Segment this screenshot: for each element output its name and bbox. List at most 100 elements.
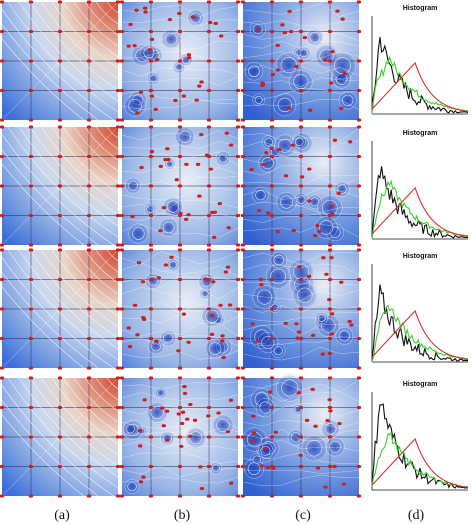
critical-point (177, 243, 183, 247)
minimum-region (333, 180, 351, 198)
contour-line (244, 458, 265, 479)
contour-line (255, 397, 276, 418)
contour-line (242, 323, 360, 336)
critical-point (184, 162, 189, 166)
contour-line (121, 381, 239, 390)
critical-point (115, 184, 121, 188)
critical-point (269, 88, 275, 93)
contour-line (242, 3, 360, 17)
contour-line (276, 191, 297, 213)
critical-point (119, 213, 125, 218)
critical-point (28, 213, 34, 218)
contour-line (121, 334, 239, 347)
critical-point (0, 184, 5, 188)
critical-point (240, 405, 246, 410)
critical-point (177, 366, 183, 370)
histogram-curve-red (371, 62, 469, 113)
critical-point (198, 465, 203, 469)
field-panel (240, 248, 362, 370)
critical-point (342, 72, 347, 76)
critical-point (148, 125, 154, 129)
critical-point (115, 376, 121, 380)
critical-point (119, 405, 125, 410)
contour-line (205, 338, 226, 359)
critical-point (119, 59, 125, 63)
critical-point (86, 464, 92, 469)
contour-line (121, 224, 239, 238)
critical-point (161, 424, 166, 428)
critical-point (186, 213, 191, 217)
critical-point (159, 406, 165, 410)
critical-point (219, 34, 224, 38)
contour-line (121, 392, 239, 401)
contour-line (51, 249, 119, 317)
contour-line (51, 377, 119, 445)
critical-point (269, 125, 275, 129)
minimum-region (268, 301, 281, 314)
critical-point (235, 248, 241, 252)
histogram-title: Histogram (403, 5, 438, 12)
critical-point (298, 243, 304, 247)
critical-point (119, 336, 125, 341)
critical-point (154, 58, 160, 62)
critical-point (177, 88, 183, 93)
critical-point (148, 366, 154, 370)
critical-point (275, 43, 280, 47)
contour-line (40, 126, 119, 205)
critical-point (327, 125, 333, 129)
critical-point (216, 411, 221, 415)
contour-line (128, 98, 142, 113)
minimum-region (296, 45, 311, 61)
critical-point (235, 213, 241, 218)
critical-point (186, 53, 192, 57)
contour-line (18, 249, 119, 350)
critical-point (57, 494, 63, 498)
critical-point (206, 336, 212, 341)
minimum-region (272, 133, 298, 158)
contour-line (299, 48, 309, 58)
minimum-region (154, 386, 168, 400)
contour-line (121, 465, 239, 477)
critical-point (356, 307, 362, 311)
contour-line (127, 180, 138, 191)
contour-line (212, 464, 220, 473)
critical-point (240, 243, 246, 247)
minimum-region (211, 413, 235, 437)
contour-line (287, 429, 305, 446)
contour-line (242, 391, 360, 403)
contour-line (242, 223, 360, 238)
contour-line (40, 377, 119, 456)
contour-line (73, 1, 119, 47)
critical-point (137, 429, 143, 433)
critical-point (177, 154, 183, 159)
contour-line (121, 16, 239, 27)
critical-point (347, 140, 353, 144)
critical-point (28, 243, 34, 247)
critical-point (0, 88, 5, 93)
critical-point (86, 88, 92, 93)
critical-point (135, 333, 140, 337)
contour-line (314, 215, 338, 239)
critical-point (148, 243, 154, 247)
contour-line (292, 135, 306, 149)
critical-point (211, 280, 216, 284)
critical-point (115, 154, 121, 159)
critical-point (327, 405, 333, 410)
minimum-region (158, 217, 179, 238)
critical-point (327, 29, 333, 34)
critical-point (240, 154, 246, 159)
contour-line (242, 252, 360, 265)
contour-line (242, 303, 360, 314)
critical-point (271, 466, 276, 470)
critical-point (298, 453, 303, 457)
critical-point (258, 277, 264, 281)
critical-point (327, 351, 332, 356)
contour-line (319, 220, 334, 235)
contour-line (121, 151, 239, 166)
field-panel (0, 248, 121, 394)
contour-line (121, 130, 239, 141)
critical-point (0, 376, 5, 380)
critical-point (337, 421, 342, 426)
critical-point (148, 88, 154, 93)
